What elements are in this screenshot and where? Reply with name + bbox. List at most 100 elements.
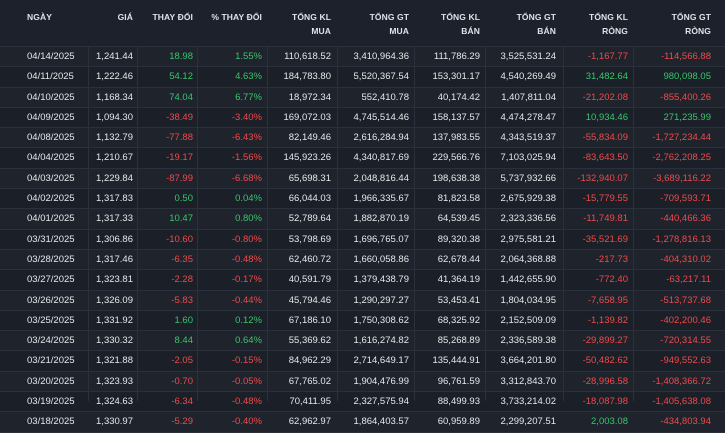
cell-net-volume: -29,899.27 [570,331,628,350]
cell-buy-volume: 184,783.80 [270,67,331,86]
column-divider [563,46,564,401]
cell-sell-value: 1,442,655.90 [490,270,556,289]
cell-net-value: -434,803.94 [640,412,711,431]
cell-date: 03/18/2025 [27,412,87,431]
cell-buy-volume: 55,369.62 [270,331,331,350]
cell-net-value: -513,737.68 [640,291,711,310]
header-buy-value[interactable]: TỔNG GT MUA [340,0,409,46]
cell-net-value: -709,593.71 [640,189,711,208]
cell-buy-value: 2,327,575.94 [340,392,409,411]
cell-net-volume: -132,940.07 [570,169,628,188]
cell-buy-value: 1,616,274.82 [340,331,409,350]
cell-pct-change: 0.04% [200,189,262,208]
cell-sell-volume: 111,786.29 [420,47,480,66]
cell-net-value: -1,405,638.08 [640,392,711,411]
cell-buy-value: 4,745,514.46 [340,108,409,127]
header-sell-value[interactable]: TỔNG GT BÁN [490,0,556,46]
cell-change: -0.70 [140,372,193,391]
header-date[interactable]: NGÀY [27,0,87,46]
cell-sell-volume: 53,453.41 [420,291,480,310]
cell-date: 04/14/2025 [27,47,87,66]
cell-sell-value: 2,975,581.21 [490,230,556,249]
cell-date: 04/02/2025 [27,189,87,208]
cell-buy-volume: 67,765.02 [270,372,331,391]
column-divider [267,46,268,401]
cell-change: 54.12 [140,67,193,86]
cell-date: 04/01/2025 [27,209,87,228]
cell-date: 04/10/2025 [27,88,87,107]
cell-buy-value: 2,714,649.17 [340,351,409,370]
cell-net-value: -855,400.26 [640,88,711,107]
cell-buy-volume: 67,186.10 [270,311,331,330]
cell-change: -6.35 [140,250,193,269]
cell-sell-value: 2,064,368.88 [490,250,556,269]
cell-buy-volume: 18,972.34 [270,88,331,107]
cell-change: -5.29 [140,412,193,431]
cell-net-volume: -772.40 [570,270,628,289]
cell-pct-change: -0.40% [200,412,262,431]
cell-buy-volume: 52,789.64 [270,209,331,228]
cell-date: 04/03/2025 [27,169,87,188]
column-divider [197,46,198,401]
cell-net-volume: 31,482.64 [570,67,628,86]
cell-sell-value: 3,664,201.80 [490,351,556,370]
cell-buy-value: 1,966,335.67 [340,189,409,208]
cell-sell-volume: 64,539.45 [420,209,480,228]
cell-sell-value: 2,152,509.09 [490,311,556,330]
cell-sell-value: 1,407,811.04 [490,88,556,107]
header-sell-volume[interactable]: TỔNG KL BÁN [420,0,480,46]
cell-sell-volume: 88,499.93 [420,392,480,411]
cell-buy-value: 1,290,297.27 [340,291,409,310]
cell-change: -77.88 [140,128,193,147]
cell-pct-change: -3.40% [200,108,262,127]
cell-buy-volume: 62,962.97 [270,412,331,431]
cell-buy-volume: 145,923.26 [270,148,331,167]
cell-pct-change: 4.63% [200,67,262,86]
header-buy-volume[interactable]: TỔNG KL MUA [270,0,331,46]
cell-buy-volume: 84,962.29 [270,351,331,370]
cell-net-value: 271,235.99 [640,108,711,127]
cell-date: 03/19/2025 [27,392,87,411]
cell-net-value: -63,217.11 [640,270,711,289]
cell-sell-value: 1,804,034.95 [490,291,556,310]
cell-net-value: -404,310.02 [640,250,711,269]
cell-net-volume: -1,139.82 [570,311,628,330]
cell-change: -10.60 [140,230,193,249]
header-price[interactable]: GIÁ [80,0,133,46]
header-net-volume[interactable]: TỔNG KL RÒNG [570,0,628,46]
header-net-value[interactable]: TỔNG GT RÒNG [640,0,711,46]
header-change[interactable]: THAY ĐỔI [140,0,193,46]
cell-net-volume: 10,934.46 [570,108,628,127]
cell-pct-change: -0.80% [200,230,262,249]
cell-change: 0.50 [140,189,193,208]
cell-date: 03/27/2025 [27,270,87,289]
cell-date: 03/20/2025 [27,372,87,391]
cell-sell-volume: 68,325.92 [420,311,480,330]
cell-sell-volume: 81,823.58 [420,189,480,208]
table-header: NGÀY GIÁ THAY ĐỔI % THAY ĐỔI TỔNG KL MUA… [0,0,725,47]
cell-buy-value: 5,520,367.54 [340,67,409,86]
cell-net-value: -2,762,208.25 [640,148,711,167]
header-pct-change[interactable]: % THAY ĐỔI [200,0,262,46]
cell-sell-volume: 89,320.38 [420,230,480,249]
cell-sell-volume: 40,174.42 [420,88,480,107]
